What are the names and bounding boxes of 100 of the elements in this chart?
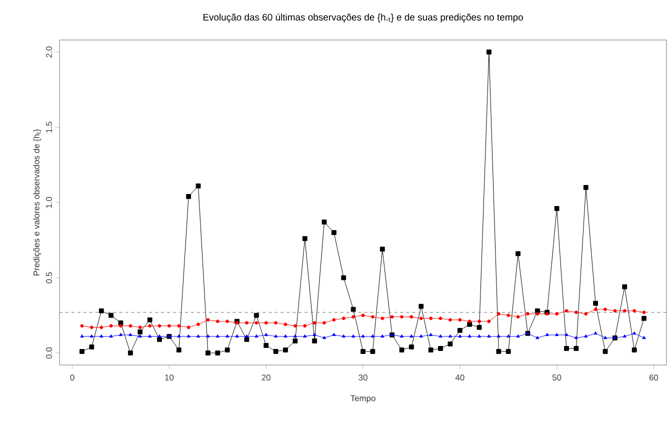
point [303, 334, 307, 338]
point [603, 336, 608, 340]
point [109, 334, 113, 338]
point [428, 348, 434, 352]
point [109, 324, 113, 328]
point [226, 334, 230, 338]
point [322, 321, 326, 325]
point [593, 300, 598, 306]
point [419, 334, 423, 338]
point [206, 318, 210, 322]
x-tick-label: 50 [552, 374, 562, 381]
point [632, 331, 636, 335]
point [583, 185, 588, 190]
point [564, 332, 568, 336]
point [119, 324, 122, 328]
point [410, 334, 414, 338]
point [613, 309, 617, 313]
point [186, 334, 190, 338]
point [138, 326, 142, 330]
point [196, 322, 200, 326]
point [370, 315, 374, 319]
point [574, 310, 578, 314]
point [206, 350, 210, 356]
point [642, 336, 646, 340]
point [226, 320, 230, 324]
point [496, 312, 500, 316]
point [476, 324, 482, 330]
point [352, 334, 356, 338]
point [331, 230, 336, 236]
point [244, 334, 249, 338]
point [458, 334, 462, 338]
point [196, 184, 201, 188]
chart-title: Evolução das 60 últimas observações de {h.$_{t}$} e de suas predições no tempo [203, 14, 523, 22]
point [89, 344, 94, 350]
point [536, 336, 540, 340]
point [555, 332, 559, 336]
point [380, 334, 384, 338]
point [496, 334, 500, 338]
point [342, 316, 346, 320]
point [167, 324, 171, 328]
point [361, 334, 365, 338]
point [604, 308, 608, 312]
point [545, 312, 549, 316]
y-tick-label: 2.0 [46, 46, 52, 58]
x-tick-label: 60 [649, 374, 658, 381]
point [574, 346, 579, 351]
point [478, 320, 482, 324]
point [477, 334, 482, 338]
point [274, 321, 278, 325]
point [302, 236, 308, 242]
point [468, 320, 472, 324]
point [448, 334, 452, 338]
y-tick-label: 1.5 [46, 122, 52, 133]
point [419, 316, 423, 320]
point [448, 341, 453, 346]
point [254, 334, 258, 338]
point [158, 324, 162, 328]
point [177, 334, 181, 338]
point [516, 334, 520, 338]
point [526, 312, 530, 316]
point [399, 348, 404, 352]
point [332, 332, 336, 336]
point [90, 326, 94, 330]
y-tick-label: 0.0 [46, 347, 52, 359]
point [284, 334, 288, 338]
point [584, 334, 588, 338]
point [429, 332, 433, 336]
point [410, 315, 414, 319]
point [642, 310, 646, 314]
point [506, 314, 510, 318]
point [400, 315, 404, 319]
point [457, 328, 462, 333]
point [584, 312, 588, 316]
point [292, 338, 298, 344]
point [361, 314, 365, 318]
point [100, 334, 104, 338]
point [409, 344, 414, 350]
point [118, 332, 123, 336]
y-tick-label: 1.0 [46, 196, 52, 208]
point [100, 326, 104, 330]
point [216, 320, 220, 324]
point [342, 334, 346, 338]
point [602, 349, 608, 354]
x-tick-label: 40 [455, 374, 464, 381]
point [80, 334, 84, 338]
point [554, 206, 560, 211]
point [574, 336, 578, 340]
point [293, 334, 297, 338]
x-axis-title: Tempo [350, 395, 376, 403]
point [341, 275, 346, 280]
point [516, 251, 520, 256]
y-tick-label: 0.5 [46, 272, 52, 284]
point [196, 334, 200, 338]
point [632, 309, 636, 313]
point [108, 312, 114, 318]
point [128, 324, 132, 328]
point [487, 320, 491, 324]
point [80, 324, 84, 328]
point [147, 317, 152, 322]
point [594, 308, 598, 312]
